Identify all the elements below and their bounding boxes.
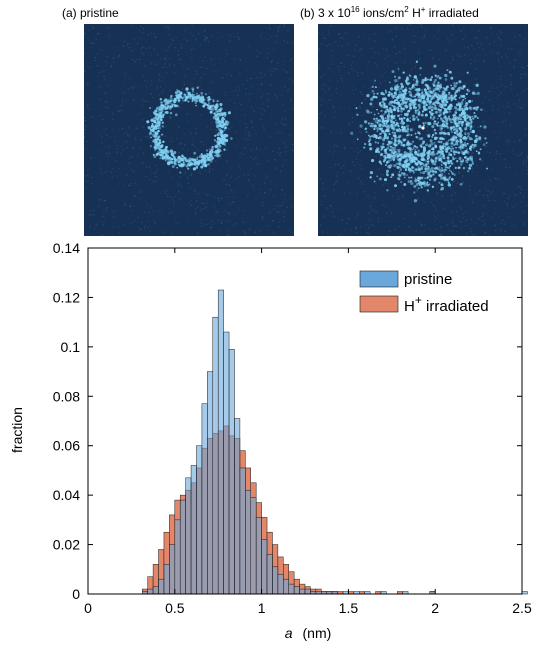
x-tick-label: 0.5 (165, 600, 185, 616)
pristine-bar (207, 371, 214, 595)
pristine-bar (217, 289, 224, 595)
pristine-bar (158, 578, 165, 595)
pristine-bar (185, 477, 192, 595)
pristine-bar (239, 467, 246, 595)
pristine-bar (304, 588, 311, 595)
pristine-bar (277, 573, 284, 595)
pristine-bar (179, 499, 186, 595)
panel-b-caption: (b) 3 x 1016 ions/cm2 H+ irradiated (300, 5, 479, 21)
pristine-bar (234, 418, 241, 595)
panel-b-dose-exp: 16 (350, 5, 360, 14)
x-axis-variable: a (285, 625, 293, 641)
panel-b-label: irradiated (425, 6, 479, 20)
x-tick-label: 1.5 (339, 600, 359, 616)
panel-background (318, 24, 528, 236)
panel-b-dose-unit: ions/cm (359, 6, 405, 20)
panel-b-dose-base: 3 x 10 (318, 6, 351, 20)
plot-frame (87, 247, 523, 595)
y-tick-label: 0.04 (53, 487, 80, 503)
panel-a-label: pristine (80, 6, 119, 20)
pristine-bar (152, 586, 159, 595)
speckle-ring (84, 24, 294, 236)
center-spot (421, 126, 425, 130)
legend-swatch-irradiated (359, 295, 399, 313)
x-tick-label: 2.5 (512, 600, 532, 616)
pristine-diffraction-image (84, 24, 294, 236)
panel-background (84, 24, 294, 236)
y-tick-label: 0.12 (53, 289, 80, 305)
panel-b-ion-sup: + (420, 5, 426, 14)
x-axis-unit: (nm) (303, 625, 332, 641)
pristine-bar (174, 519, 181, 595)
speckle-ring (318, 24, 528, 236)
panel-b-ion: H (408, 6, 421, 20)
panel-a-prefix: (a) (62, 6, 80, 20)
pristine-bar (293, 586, 300, 595)
y-tick-label: 0.02 (53, 537, 80, 553)
x-axis-label: a (nm) (285, 625, 332, 641)
y-tick-label: 0.14 (53, 240, 80, 256)
legend-label-irradiated: H+ irradiated (404, 293, 489, 315)
panel-b-unit-exp: 2 (404, 5, 409, 14)
y-axis-label: fraction (9, 407, 25, 453)
pristine-bar (212, 316, 219, 595)
pristine-bar (288, 583, 295, 595)
x-tick-label: 0 (84, 600, 92, 616)
pristine-bar (261, 539, 268, 595)
pristine-bar (228, 349, 235, 595)
axes: 0 0.5 1 1.5 2 2.5 0 0.02 0.04 0.06 0.08 0.1 0.12 0.14 (53, 240, 532, 616)
pristine-bar (147, 588, 154, 595)
pristine-bar (521, 591, 528, 595)
x-tick-label: 1 (258, 600, 266, 616)
legend-label-pristine: pristine (404, 271, 452, 288)
pristine-bar (163, 564, 170, 595)
irradiated-diffraction-image (318, 24, 528, 236)
legend-swatch-pristine (359, 270, 399, 288)
pristine-bar (250, 497, 257, 595)
pristine-bar (272, 566, 279, 595)
pristine-bar (283, 578, 289, 595)
y-tick-label: 0.1 (61, 339, 81, 355)
pristine-bar (245, 489, 251, 595)
y-tick-label: 0 (72, 586, 80, 602)
pristine-bar (196, 445, 203, 595)
pristine-bar (266, 554, 273, 595)
panel-a-caption: (a) pristine (62, 6, 119, 20)
pristine-bar (169, 544, 176, 595)
pristine-bar (255, 517, 262, 595)
legend: pristine H+ irradiated (359, 270, 489, 315)
y-tick-label: 0.08 (53, 388, 80, 404)
fraction-histogram-chart: 0 0.5 1 1.5 2 2.5 0 0.02 0.04 0.06 0.08 0.1 0.12 0.14… (9, 240, 532, 641)
x-tick-label: 2 (431, 600, 439, 616)
panel-b-prefix: (b) (300, 6, 318, 20)
pristine-bar (201, 403, 208, 595)
y-tick-label: 0.06 (53, 438, 80, 454)
pristine-bars (142, 289, 528, 595)
pristine-bar (190, 465, 197, 595)
pristine-bar (299, 588, 306, 595)
pristine-bar (223, 331, 230, 595)
